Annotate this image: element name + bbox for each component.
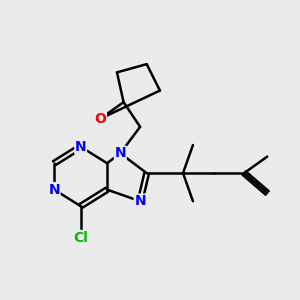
Text: N: N: [48, 183, 60, 196]
Text: N: N: [75, 140, 86, 154]
Text: N: N: [134, 194, 146, 208]
Text: N: N: [115, 146, 126, 160]
Text: O: O: [94, 112, 106, 126]
Text: Cl: Cl: [73, 230, 88, 244]
